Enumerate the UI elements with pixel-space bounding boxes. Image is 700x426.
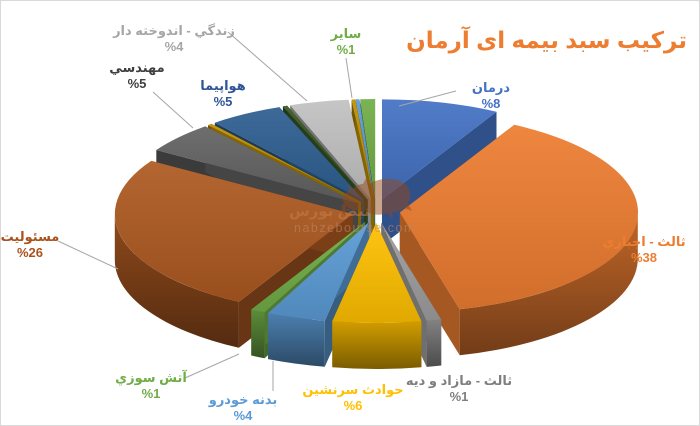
slice-label-life-savings: زندگي - اندوخته دار %4 <box>113 23 235 55</box>
slice-label-line: درمان <box>471 80 511 95</box>
leader-line-liability <box>57 240 119 270</box>
slice-label-third-party-mandatory: ثالث - اجباري %38 <box>602 234 685 266</box>
slice-label-line: مهندسي <box>109 60 165 75</box>
slice-label-line: بدنه خودرو <box>208 392 278 407</box>
bull-watermark-icon <box>341 178 412 219</box>
watermark-persian: نبض بورس <box>289 203 370 220</box>
slice-label-line: هواپیما <box>200 78 246 93</box>
slice-label-line: سایر <box>330 26 362 41</box>
slice-label-line: %38 <box>630 250 658 265</box>
slice-label-other: سایر %1 <box>331 26 362 58</box>
slice-label-line: ثالث - اجباري <box>602 234 686 249</box>
slice-label-line: %5 <box>213 94 233 109</box>
slice-label-line: آتش سوزي <box>115 370 187 385</box>
slice-label-line: زندگي - اندوخته دار <box>113 23 235 38</box>
slice-label-passenger-accident: حوادث سرنشین %6 <box>302 382 403 414</box>
slice-label-treatment: درمان %8 <box>472 80 510 112</box>
slice-label-third-party-excess-diyeh: ثالث - مازاد و دیه %1 <box>406 373 512 405</box>
slice-label-line: %1 <box>449 389 469 404</box>
watermark-domain: nabzebourse.com <box>294 221 416 235</box>
pie-slices <box>114 99 639 370</box>
slice-label-aviation: هواپیما %5 <box>200 78 245 110</box>
leader-line-life-savings <box>227 31 308 102</box>
slice-label-line: %6 <box>343 398 363 413</box>
slice-label-line: %26 <box>16 245 44 260</box>
slice-label-line: ثالث - مازاد و دیه <box>405 373 513 388</box>
slice-label-line: %5 <box>127 76 147 91</box>
slice-label-liability: مسئولیت %26 <box>0 229 60 261</box>
pie-slice-third-party-mandatory <box>399 124 639 356</box>
leader-line-other <box>345 57 353 99</box>
slice-label-engineering: مهندسي %5 <box>109 60 164 92</box>
slice-label-line: %4 <box>164 39 184 54</box>
leader-line-fire <box>184 353 240 379</box>
slice-label-line: %1 <box>336 42 356 57</box>
slice-label-line: %8 <box>481 96 501 111</box>
slice-label-line: %1 <box>141 386 161 401</box>
slice-label-line: مسئولیت <box>0 229 60 244</box>
leader-line-engineering <box>152 91 194 129</box>
slice-label-fire: آتش سوزي %1 <box>115 370 187 402</box>
slice-label-car-body: بدنه خودرو %4 <box>209 392 278 424</box>
pie-slice-passenger-accident <box>332 223 422 370</box>
leader-line-treatment <box>398 90 457 107</box>
slice-label-line: %4 <box>233 408 253 423</box>
leader-lines <box>57 31 457 391</box>
chart-title: ترکیب سبد بیمه ای آرمان <box>406 27 687 53</box>
slice-label-line: حوادث سرنشین <box>302 382 404 397</box>
